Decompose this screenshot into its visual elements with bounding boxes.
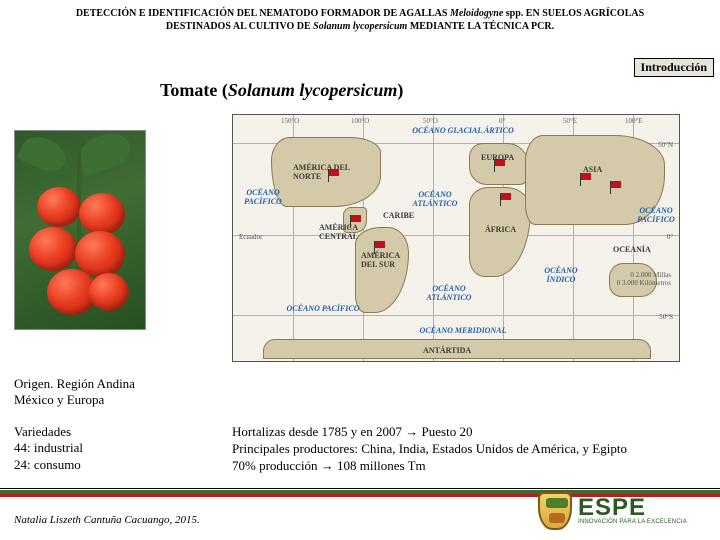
author-credit: Natalia Liszeth Cantuña Cacuango, 2015. — [14, 514, 200, 526]
map-tick: 100°E — [625, 117, 643, 125]
map-equator-label: Ecuador — [239, 233, 262, 241]
facts-line: Hortalizas desde 1785 y en 2007 → Puesto… — [232, 424, 627, 441]
header-text: MEDIANTE LA TÉCNICA PCR. — [407, 21, 554, 32]
facts-line: 70% producción → 108 millones Tm — [232, 458, 627, 475]
tomato-photo — [14, 130, 146, 330]
map-continent-label: ANTÁRTIDA — [423, 346, 471, 355]
map-continent-label: EUROPA — [481, 153, 514, 162]
map-scale: 0 2.000 Millas 0 3.000 Kilómetros — [617, 271, 671, 288]
map-scale-line: 0 2.000 Millas — [617, 271, 671, 279]
header-text: DETECCIÓN E IDENTIFICACIÓN DEL NEMATODO … — [76, 8, 450, 19]
map-tick: 50°E — [563, 117, 577, 125]
espe-shield-icon — [538, 492, 572, 530]
espe-logo: ESPE INNOVACIÓN PARA LA EXCELENCIA — [538, 490, 708, 532]
varieties-line: 44: industrial — [14, 440, 83, 456]
map-continent-label: OCEANÍA — [613, 245, 651, 254]
espe-logo-tagline: INNOVACIÓN PARA LA EXCELENCIA — [578, 519, 687, 525]
facts-block: Hortalizas desde 1785 y en 2007 → Puesto… — [232, 424, 627, 475]
header-italic-1: Meloidogyne — [450, 8, 503, 19]
map-ocean-label: OCÉANO PACÍFICO — [237, 189, 289, 207]
subtitle-part: Tomate ( — [160, 80, 228, 100]
map-flag-icon — [375, 241, 385, 248]
header-italic-2: Solanum lycopersicum — [313, 21, 407, 32]
map-ocean-label: OCÉANO ÍNDICO — [535, 267, 587, 285]
map-flag-icon — [611, 181, 621, 188]
subtitle: Tomate (Solanum lycopersicum) — [160, 80, 403, 101]
map-continent-label: AMÉRICA DEL SUR — [361, 251, 417, 269]
map-lat-label: 0° — [667, 233, 673, 241]
varieties-block: Variedades 44: industrial 24: consumo — [14, 424, 83, 473]
map-ocean-label: OCÉANO PACÍFICO — [263, 305, 383, 314]
subtitle-italic: Solanum lycopersicum — [228, 80, 398, 100]
map-ocean-label: OCÉANO ATLÁNTICO — [419, 285, 479, 303]
map-flag-icon — [501, 193, 511, 200]
map-tick: 100°O — [351, 117, 369, 125]
map-scale-line: 0 3.000 Kilómetros — [617, 279, 671, 287]
map-lat-label: 50°S — [659, 313, 673, 321]
origin-block: Origen. Región Andina México y Europa — [14, 376, 135, 409]
facts-line: Principales productores: China, India, E… — [232, 441, 627, 458]
espe-logo-text: ESPE — [578, 497, 687, 519]
origin-line: México y Europa — [14, 392, 135, 408]
subtitle-part: ) — [397, 80, 403, 100]
map-tick: 50°O — [423, 117, 438, 125]
map-continent-label: AMÉRICA DEL NORTE — [293, 163, 363, 181]
varieties-line: Variedades — [14, 424, 83, 440]
map-continent-label: ÁFRICA — [485, 225, 516, 234]
map-continent-label: AMÉRICA CENTRAL — [319, 223, 369, 241]
header-text: spp. EN SUELOS AGRÍCOLAS — [503, 8, 644, 19]
varieties-line: 24: consumo — [14, 457, 83, 473]
map-lat-label: 50°N — [658, 141, 673, 149]
map-ocean-label: OCÉANO GLACIAL ÁRTICO — [383, 127, 543, 136]
map-ocean-label: OCÉANO PACÍFICO — [633, 207, 679, 225]
map-continent-label: ASIA — [583, 165, 602, 174]
world-map: 150°O 100°O 50°O 0° 50°E 100°E AMÉRICA D… — [232, 114, 680, 362]
header-text: DESTINADOS AL CULTIVO DE — [166, 21, 313, 32]
section-tag: Introducción — [634, 58, 714, 77]
map-flag-icon — [351, 215, 361, 222]
map-tick: 0° — [499, 117, 505, 125]
origin-line: Origen. Región Andina — [14, 376, 135, 392]
map-continent-label: CARIBE — [383, 211, 414, 220]
slide-header: DETECCIÓN E IDENTIFICACIÓN DEL NEMATODO … — [0, 0, 720, 37]
map-ocean-label: OCÉANO MERIDIONAL — [383, 327, 543, 336]
map-ocean-label: OCÉANO ATLÁNTICO — [407, 191, 463, 209]
map-flag-icon — [581, 173, 591, 180]
map-tick: 150°O — [281, 117, 299, 125]
